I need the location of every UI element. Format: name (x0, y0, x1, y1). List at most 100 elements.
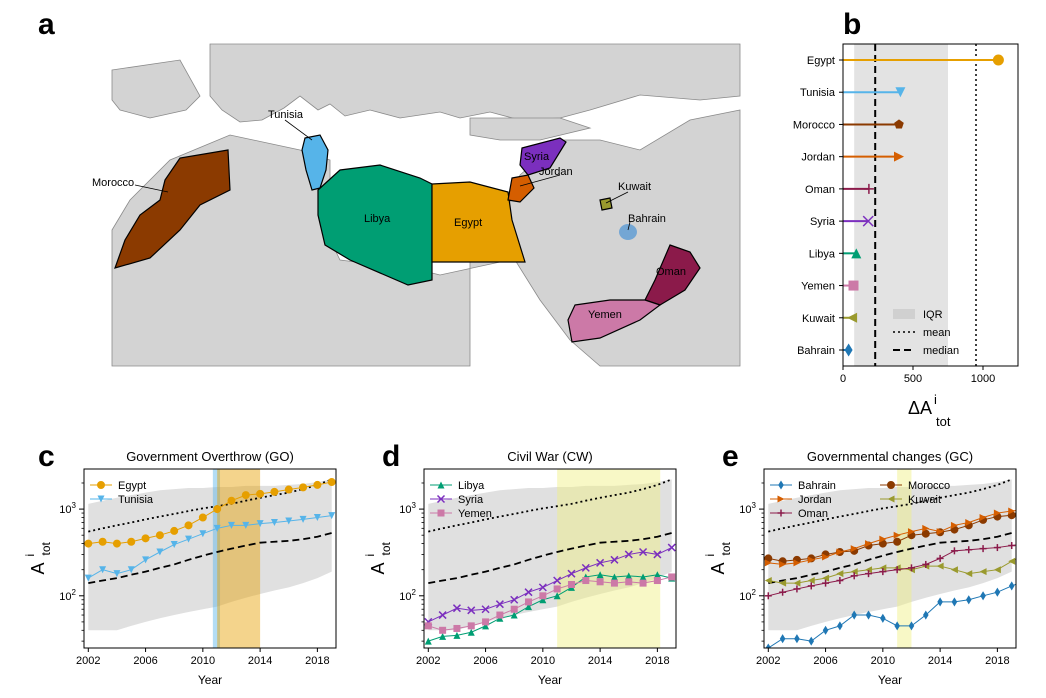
data-point (950, 521, 958, 529)
data-point-stroke (452, 604, 461, 613)
data-point (596, 571, 604, 579)
legend-marker-stroke (436, 494, 446, 504)
x-tick-label: 2010 (531, 655, 555, 667)
y-tick-label: Morocco (793, 119, 835, 131)
panel-c: c Government Overthrow (GO) 2002 2006 2010 2… (23, 440, 337, 687)
data-point (482, 622, 490, 630)
series-line (428, 547, 672, 623)
legend-marker (97, 495, 105, 503)
data-point (765, 643, 772, 648)
y-axis-label-main: A (368, 562, 388, 574)
data-point (936, 562, 944, 570)
legend-label-median: median (923, 345, 959, 357)
data-point (113, 570, 121, 578)
data-point (865, 610, 872, 620)
legend-label: Bahrain (798, 480, 836, 492)
data-point (979, 568, 987, 576)
data-point (764, 559, 772, 567)
x-tick-label: 2006 (473, 655, 497, 667)
data-point (793, 585, 801, 593)
data-point (256, 520, 264, 528)
data-point (836, 548, 844, 556)
data-point (937, 597, 943, 607)
lollipop-marker (894, 119, 904, 129)
map-country-egypt (431, 181, 526, 263)
data-point (850, 568, 858, 576)
legend-label: Kuwait (908, 494, 941, 506)
data-point (467, 622, 475, 630)
panel-letter-e: e (722, 440, 739, 473)
data-point (1023, 551, 1030, 558)
panel-letter-b: b (843, 8, 861, 41)
plot-frame (842, 43, 1019, 367)
panel-a: a (38, 8, 741, 367)
chart-title: Government Overthrow (GO) (126, 449, 294, 464)
y-axis-label-sub: tot (719, 541, 733, 555)
legend-marker (437, 509, 445, 517)
data-point (894, 621, 900, 631)
data-point (467, 628, 475, 636)
line-plot-d: Civil War (CW) 2002 2006 2010 2014 2018 102 103… (363, 449, 677, 687)
legend-label: Tunisia (118, 494, 154, 506)
data-point (850, 545, 858, 553)
data-point (808, 636, 815, 646)
y-axis-label-sub: tot (39, 541, 53, 555)
line-plot-e: Governmental changes (GC) 2002 2006 2010 201… (703, 449, 1030, 687)
data-point (1023, 576, 1029, 585)
data-point (667, 543, 676, 552)
data-point (553, 585, 561, 593)
data-point (836, 577, 844, 585)
legend-label: Syria (458, 494, 484, 506)
data-point (227, 521, 235, 529)
legend-marker (777, 509, 785, 517)
data-point (793, 559, 801, 567)
data-point (284, 485, 293, 494)
data-point (299, 483, 308, 492)
iqr-band (428, 479, 672, 631)
data-point (951, 597, 958, 607)
legend-label: Egypt (118, 480, 146, 492)
data-point (625, 572, 633, 580)
data-point (581, 563, 590, 572)
data-point (199, 530, 207, 538)
data-point-stroke (538, 583, 547, 592)
data-point (822, 574, 830, 582)
x-axis-label: Year (198, 673, 222, 687)
data-point (779, 588, 787, 596)
data-point (170, 541, 178, 549)
lollipop-plot: Egypt Tunisia Morocco Jordan Oman Syria Libya Y… (793, 43, 1019, 385)
map-leader-lines (134, 119, 631, 231)
data-point (653, 571, 661, 579)
data-point (653, 550, 662, 559)
mean-line (428, 478, 673, 533)
y-tick-label: 102 (739, 588, 756, 603)
data-point (170, 526, 179, 535)
data-point (764, 577, 772, 585)
map-country-kuwait (599, 197, 613, 211)
data-point (270, 519, 278, 527)
data-point-stroke (667, 543, 676, 552)
map-label-jordan: Jordan (539, 166, 573, 178)
panel-letter-d: d (382, 440, 400, 473)
x-tick-label: 1000 (971, 373, 995, 385)
data-point (610, 555, 619, 564)
map-country-libya (317, 164, 433, 286)
data-point (893, 531, 901, 539)
legend-label: Oman (798, 508, 828, 520)
data-point (141, 534, 150, 543)
panel-b-xlabel-main: ΔA (908, 398, 932, 418)
data-point (625, 578, 633, 586)
iqr-band (768, 479, 1012, 631)
x-tick-label: 2018 (645, 655, 669, 667)
panel-letter-a: a (38, 8, 55, 41)
map-label-bahrain: Bahrain (628, 213, 666, 225)
data-point (156, 548, 164, 556)
lollipop-marker (844, 343, 853, 357)
data-point (851, 610, 858, 620)
y-axis-label-sub: tot (379, 541, 393, 555)
data-point-stroke (553, 576, 562, 585)
plot-frame (83, 468, 337, 649)
data-point (525, 603, 533, 611)
data-point (822, 553, 830, 561)
y-axis-label-sup: i (363, 554, 377, 557)
